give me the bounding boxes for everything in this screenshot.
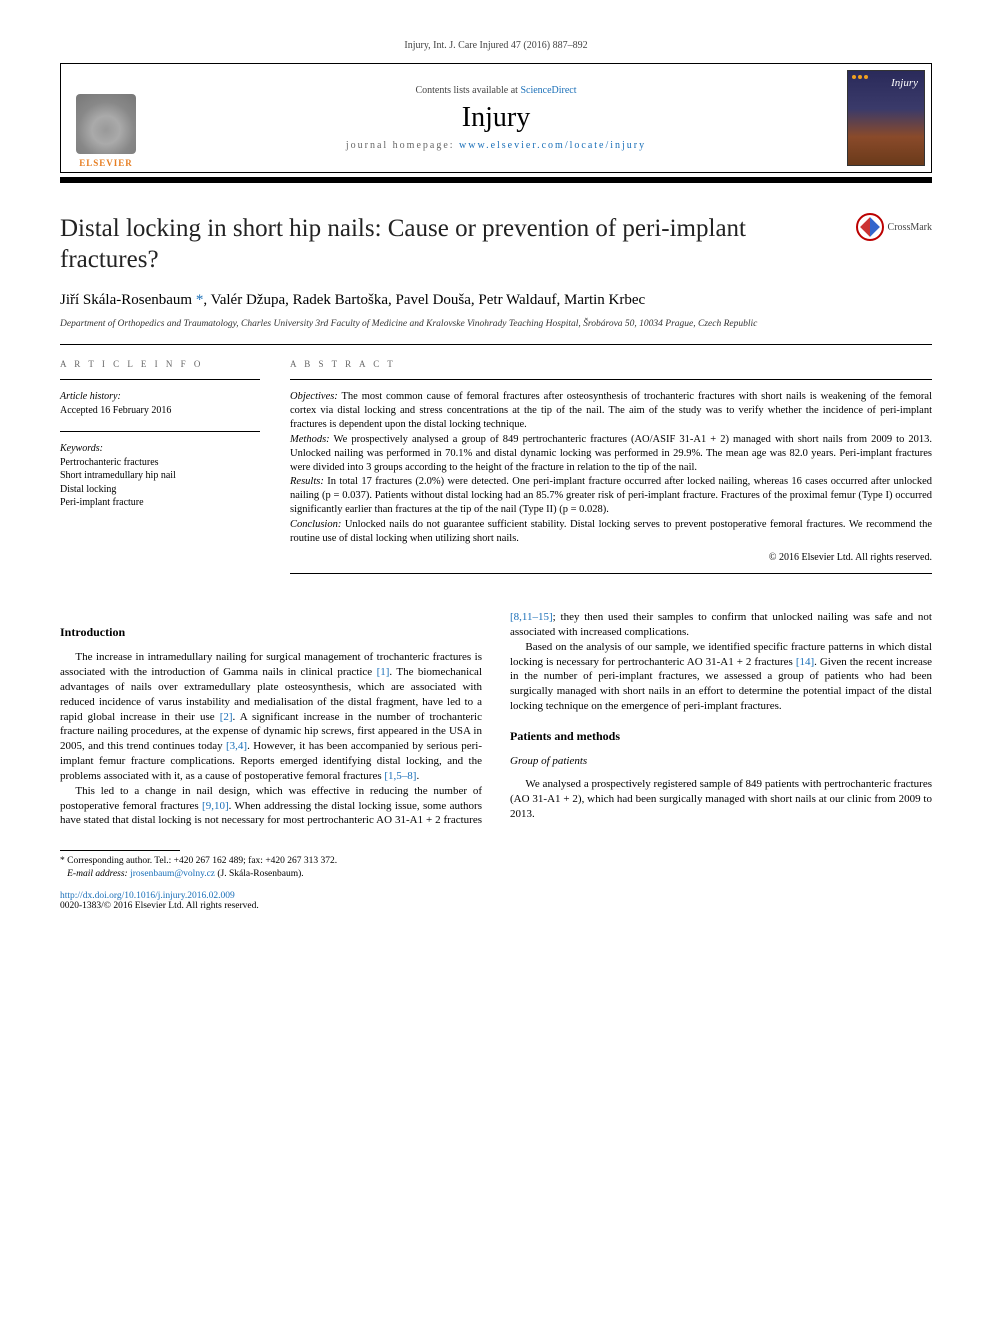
author-list: Jiří Skála-Rosenbaum *, Valér Džupa, Rad… xyxy=(60,290,932,310)
author-3: Radek Bartoška xyxy=(293,292,388,308)
group-of-patients-subheading: Group of patients xyxy=(510,754,932,769)
corresponding-marker[interactable]: * xyxy=(196,292,204,308)
cover-thumb-box xyxy=(841,64,931,172)
intro-para-3: Based on the analysis of our sample, we … xyxy=(510,640,932,714)
article-title: Distal locking in short hip nails: Cause… xyxy=(60,213,844,276)
journal-title: Injury xyxy=(462,102,530,134)
crossmark-widget[interactable]: CrossMark xyxy=(856,213,932,241)
ref-14[interactable]: [14] xyxy=(796,656,814,668)
publisher-name: ELSEVIER xyxy=(79,158,133,168)
keyword-2: Short intramedullary hip nail xyxy=(60,469,260,483)
abs-methods-hdr: Methods: xyxy=(290,434,330,445)
banner-underline xyxy=(60,177,932,183)
email-suffix: (J. Skála-Rosenbaum). xyxy=(215,869,304,879)
abs-methods: We prospectively analysed a group of 849… xyxy=(290,434,932,473)
author-2: Valér Džupa xyxy=(211,292,286,308)
ref-2[interactable]: [2] xyxy=(220,711,233,723)
abstract-body: Objectives: The most common cause of fem… xyxy=(290,390,932,546)
intro-para-1: The increase in intramedullary nailing f… xyxy=(60,650,482,784)
footnote-rule xyxy=(60,850,180,851)
keyword-1: Pertrochanteric fractures xyxy=(60,456,260,470)
elsevier-tree-icon xyxy=(76,94,136,154)
introduction-heading: Introduction xyxy=(60,624,482,640)
affiliation: Department of Orthopedics and Traumatolo… xyxy=(60,318,932,330)
email-line: E-mail address: jrosenbaum@volny.cz (J. … xyxy=(60,868,932,881)
banner-center: Contents lists available at ScienceDirec… xyxy=(151,64,841,172)
author-6: Martin Krbec xyxy=(564,292,645,308)
author-4: Pavel Douša xyxy=(396,292,471,308)
abs-conclusion-hdr: Conclusion: xyxy=(290,519,341,530)
email-label: E-mail address: xyxy=(67,869,130,879)
corresponding-email-link[interactable]: jrosenbaum@volny.cz xyxy=(130,869,215,879)
journal-homepage-link[interactable]: www.elsevier.com/locate/injury xyxy=(459,140,646,151)
doi-link[interactable]: http://dx.doi.org/10.1016/j.injury.2016.… xyxy=(60,891,235,901)
info-rule-2 xyxy=(60,431,260,432)
article-info-label: A R T I C L E I N F O xyxy=(60,359,260,369)
history-header: Article history: xyxy=(60,390,260,404)
contents-available-line: Contents lists available at ScienceDirec… xyxy=(415,85,576,96)
running-header: Injury, Int. J. Care Injured 47 (2016) 8… xyxy=(60,40,932,51)
pm-para-1: We analysed a prospectively registered s… xyxy=(510,777,932,822)
ref-9-10[interactable]: [9,10] xyxy=(202,800,229,812)
abs-results: In total 17 fractures (2.0%) were detect… xyxy=(290,476,932,515)
patients-methods-heading: Patients and methods xyxy=(510,728,932,744)
body-two-column: Introduction The increase in intramedull… xyxy=(60,610,932,828)
sciencedirect-link[interactable]: ScienceDirect xyxy=(520,85,576,96)
keyword-4: Peri-implant fracture xyxy=(60,496,260,510)
abs-objectives-hdr: Objectives: xyxy=(290,391,338,402)
issn-copyright: 0020-1383/© 2016 Elsevier Ltd. All right… xyxy=(60,901,932,911)
keywords-header: Keywords: xyxy=(60,442,260,456)
rule-above-abstract xyxy=(60,344,932,345)
abstract-column: A B S T R A C T Objectives: The most com… xyxy=(290,359,932,584)
abstract-label: A B S T R A C T xyxy=(290,359,932,369)
author-5: Petr Waldauf xyxy=(478,292,556,308)
info-rule-1 xyxy=(60,379,260,380)
ref-3-4[interactable]: [3,4] xyxy=(226,740,247,752)
abs-rule-top xyxy=(290,379,932,380)
doi-line: http://dx.doi.org/10.1016/j.injury.2016.… xyxy=(60,891,932,901)
crossmark-label: CrossMark xyxy=(888,222,932,233)
homepage-prefix: journal homepage: xyxy=(346,140,459,151)
crossmark-icon xyxy=(856,213,884,241)
keywords-block: Keywords: Pertrochanteric fractures Shor… xyxy=(60,442,260,510)
ref-1-5-8[interactable]: [1,5–8] xyxy=(384,770,416,782)
abs-objectives: The most common cause of femoral fractur… xyxy=(290,391,932,430)
author-1: Jiří Skála-Rosenbaum xyxy=(60,292,192,308)
journal-cover-thumb xyxy=(847,70,925,166)
article-history: Article history: Accepted 16 February 20… xyxy=(60,390,260,417)
abstract-copyright: © 2016 Elsevier Ltd. All rights reserved… xyxy=(290,552,932,563)
abs-rule-bottom xyxy=(290,573,932,574)
publisher-logo-box: ELSEVIER xyxy=(61,64,151,172)
ref-8-11-15[interactable]: [8,11–15] xyxy=(510,611,553,623)
keyword-3: Distal locking xyxy=(60,483,260,497)
history-accepted: Accepted 16 February 2016 xyxy=(60,404,260,418)
ref-1[interactable]: [1] xyxy=(377,666,390,678)
corresponding-author-note: * Corresponding author. Tel.: +420 267 1… xyxy=(60,855,932,868)
journal-banner: ELSEVIER Contents lists available at Sci… xyxy=(60,63,932,173)
journal-homepage-line: journal homepage: www.elsevier.com/locat… xyxy=(346,140,646,151)
abs-conclusion: Unlocked nails do not guarantee sufficie… xyxy=(290,519,932,544)
footnotes: * Corresponding author. Tel.: +420 267 1… xyxy=(60,855,932,881)
article-info-column: A R T I C L E I N F O Article history: A… xyxy=(60,359,260,584)
abs-results-hdr: Results: xyxy=(290,476,324,487)
contents-prefix: Contents lists available at xyxy=(415,85,520,96)
